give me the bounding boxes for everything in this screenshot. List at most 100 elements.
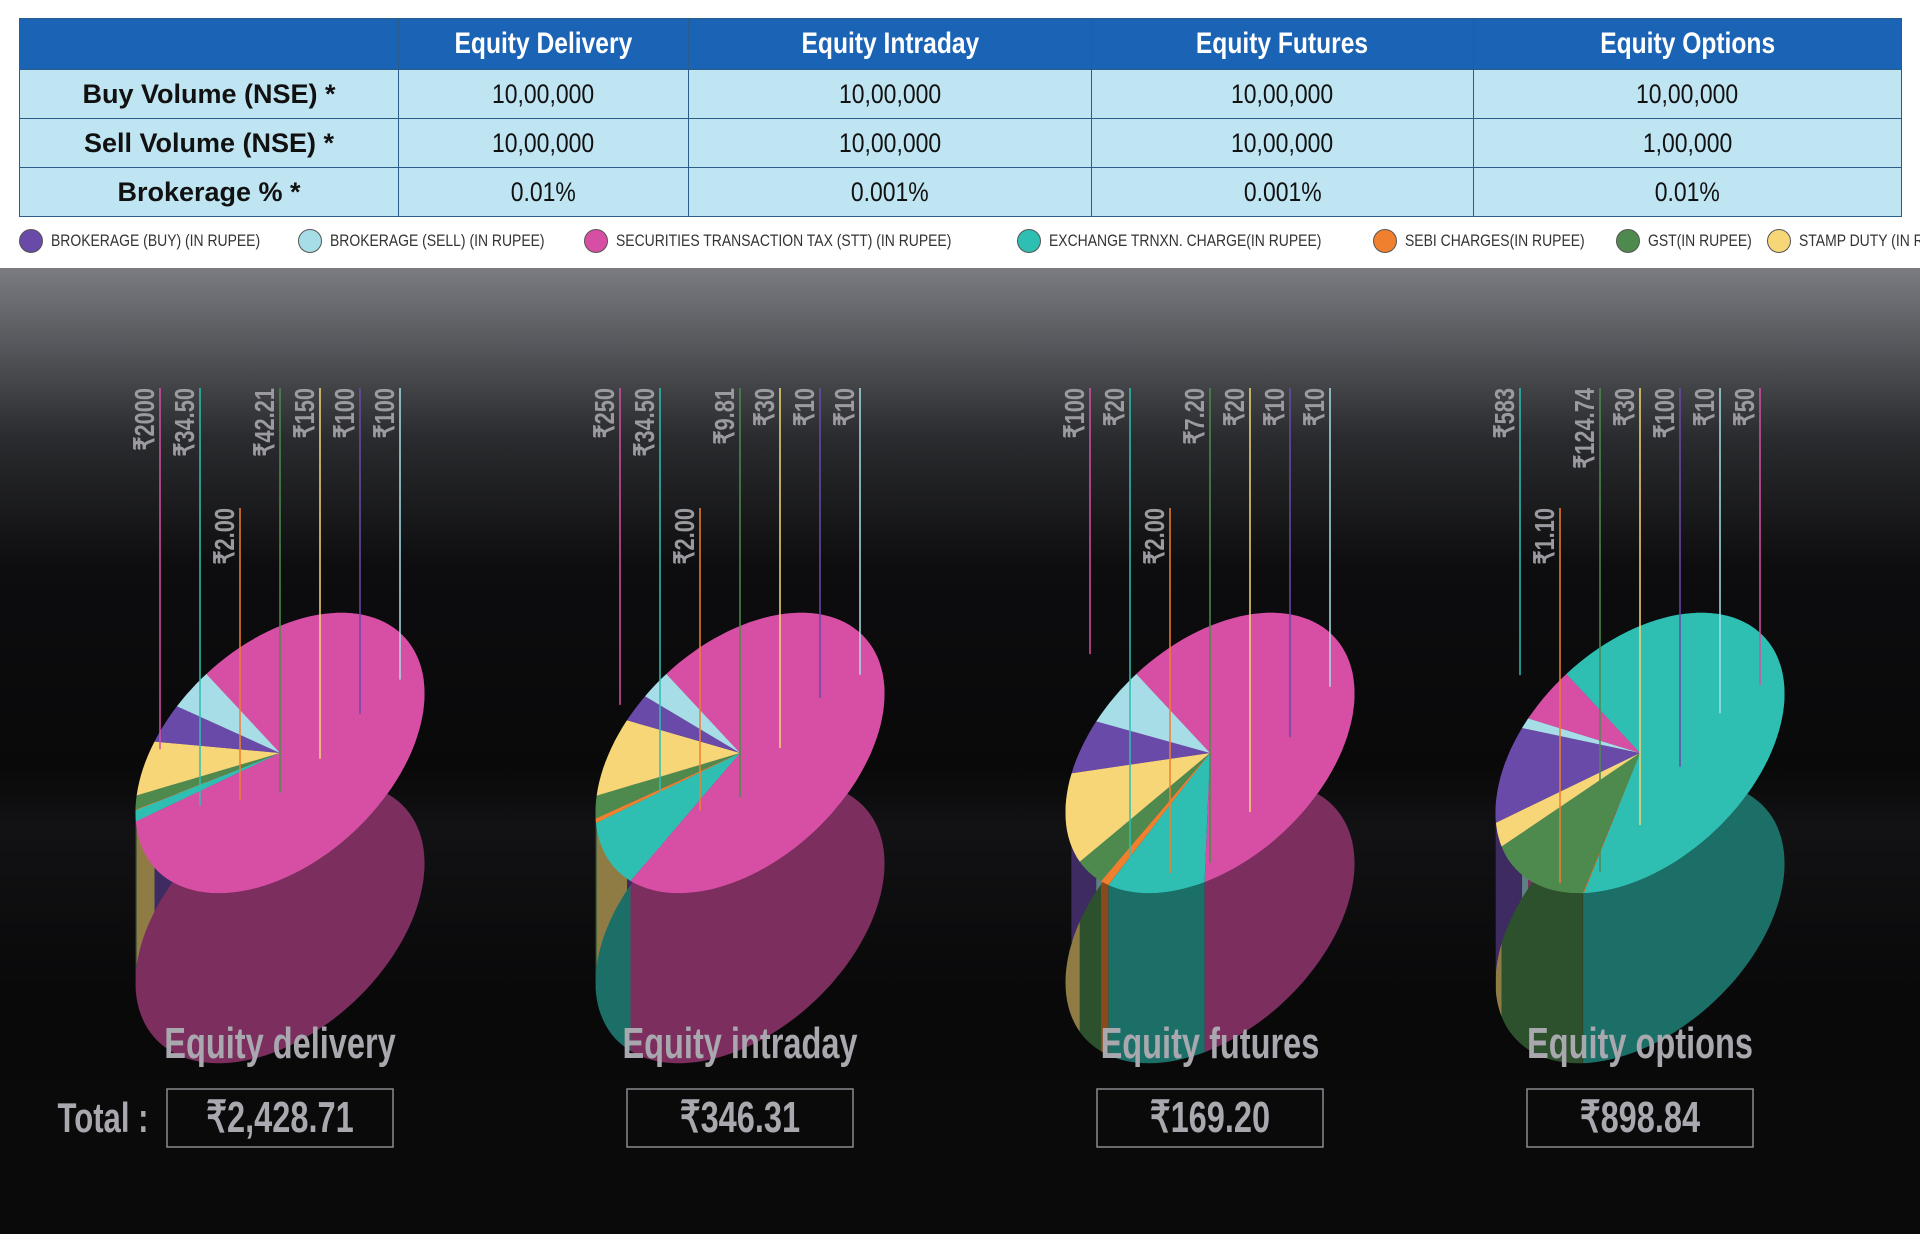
pie-top <box>1065 612 1355 894</box>
legend-swatch-icon <box>583 229 608 253</box>
pie-labels: ₹583 ₹1.10 ₹124.74 ₹30 ₹100 ₹10 ₹50 <box>1489 388 1761 884</box>
pie-slice <box>1566 612 1785 894</box>
legend-item: EXCHANGE TRNXN. CHARGE(IN RUPEE) <box>1016 229 1359 253</box>
slice-value-label: ₹583 <box>1489 388 1520 438</box>
table-cell: 0.001% <box>1091 167 1474 217</box>
pie-slice <box>136 741 280 796</box>
slice-value-label: ₹42.21 <box>249 388 280 457</box>
total-box <box>166 1088 394 1148</box>
legend-item: BROKERAGE (BUY) (IN RUPEE) <box>19 229 284 253</box>
slice-value-label: ₹1.10 <box>1529 508 1560 564</box>
legend-swatch-icon <box>298 229 323 253</box>
pie-slice <box>627 696 740 753</box>
pie-slice <box>1071 721 1210 774</box>
table-cell: 10,00,000 <box>688 118 1092 168</box>
total-box <box>1096 1088 1324 1148</box>
pie-charts: ₹2000 ₹34.50 ₹2.00 ₹42.21 ₹150 ₹100 ₹100 Equity… <box>58 388 1785 1148</box>
legend-swatch-icon <box>19 229 43 253</box>
row-label: Brokerage % * <box>19 167 399 217</box>
pie-side-segment <box>1501 846 1583 1064</box>
legend-label: BROKERAGE (SELL) (IN RUPEE) <box>330 231 545 250</box>
legend-item: SECURITIES TRANSACTION TAX (STT) (IN RUP… <box>583 229 1003 253</box>
slice-value-label: ₹100 <box>329 388 360 438</box>
slice-value-label: ₹20 <box>1099 388 1130 426</box>
total-box <box>626 1088 854 1148</box>
pie-side-segment <box>135 795 137 980</box>
pie-labels: ₹250 ₹34.50 ₹2.00 ₹9.81 ₹30 ₹10 ₹10 <box>589 388 861 848</box>
table-row: Brokerage % * 0.01% 0.001% 0.001% 0.01% <box>19 167 1902 217</box>
pie-slice <box>645 674 740 753</box>
pie-side-segment <box>595 795 597 989</box>
column-header <box>19 18 399 70</box>
legend-label: EXCHANGE TRNXN. CHARGE(IN RUPEE) <box>1048 231 1322 250</box>
pie-title: Equity intraday <box>622 1019 858 1068</box>
slice-value-label: ₹20 <box>1219 388 1250 426</box>
pie-slice <box>177 674 280 753</box>
pie-top <box>1495 612 1785 894</box>
slice-value-label: ₹2.00 <box>669 508 700 564</box>
legend-label: SEBI CHARGES(IN RUPEE) <box>1404 231 1585 250</box>
slice-value-label: ₹50 <box>1729 388 1760 426</box>
total-value: ₹2,428.71 <box>206 1093 353 1142</box>
slice-value-label: ₹100 <box>1649 388 1680 438</box>
pie-slice <box>1501 753 1640 894</box>
slice-value-label: ₹2.00 <box>1139 508 1170 564</box>
table-cell: 10,00,000 <box>398 69 689 119</box>
legend-item: BROKERAGE (SELL) (IN RUPEE) <box>298 229 570 253</box>
slice-value-label: ₹100 <box>369 388 400 438</box>
chart-legend: BROKERAGE (BUY) (IN RUPEE) BROKERAGE (SEL… <box>19 226 1920 256</box>
column-header: Equity Delivery <box>398 18 689 70</box>
table-cell: 0.001% <box>688 167 1092 217</box>
pie-slice <box>135 753 280 822</box>
pie-chart-2: ₹250 ₹34.50 ₹2.00 ₹9.81 ₹30 ₹10 ₹10 Equity intr… <box>589 388 885 1148</box>
table-cell: 10,00,000 <box>688 69 1092 119</box>
pie-top <box>595 612 885 894</box>
table-cell: 0.01% <box>398 167 689 217</box>
table-cell: 10,00,000 <box>398 118 689 168</box>
pie-labels: ₹2000 ₹34.50 ₹2.00 ₹42.21 ₹150 ₹100 ₹100 <box>129 388 401 806</box>
legend-swatch-icon <box>1372 229 1397 253</box>
pie-slice <box>1495 753 1640 847</box>
table-cell: 10,00,000 <box>1091 69 1474 119</box>
legend-item: SEBI CHARGES(IN RUPEE) <box>1372 229 1602 253</box>
total-box <box>1526 1088 1754 1148</box>
slice-value-label: ₹124.74 <box>1569 388 1600 469</box>
pie-slice <box>1065 753 1210 862</box>
legend-item: GST(IN RUPEE) <box>1616 229 1753 253</box>
pie-labels: ₹100 ₹20 ₹2.00 ₹7.20 ₹20 ₹10 ₹10 <box>1059 388 1331 884</box>
pie-title: Equity delivery <box>164 1019 396 1068</box>
pie-chart-4: ₹583 ₹1.10 ₹124.74 ₹30 ₹100 ₹10 ₹50 Equity opti… <box>1489 388 1785 1148</box>
table-row: Buy Volume (NSE) * 10,00,000 10,00,000 1… <box>19 69 1902 119</box>
slice-value-label: ₹7.20 <box>1179 388 1210 444</box>
table-cell: 10,00,000 <box>1473 69 1902 119</box>
pie-slice <box>630 612 885 894</box>
legend-swatch-icon <box>1016 229 1041 253</box>
slice-value-label: ₹34.50 <box>629 388 660 457</box>
pie-slice <box>135 753 280 811</box>
pie-chart-1: ₹2000 ₹34.50 ₹2.00 ₹42.21 ₹150 ₹100 ₹100 Equity… <box>129 388 425 1148</box>
pie-slice <box>1136 612 1355 883</box>
pie-side-segment <box>1108 882 1205 1064</box>
column-header: Equity Options <box>1473 18 1902 70</box>
legend-label: SECURITIES TRANSACTION TAX (STT) (IN RUP… <box>615 231 952 250</box>
legend-item: STAMP DUTY (IN RUPEE) <box>1766 229 1920 253</box>
slice-value-label: ₹10 <box>1689 388 1720 426</box>
legend-label: GST(IN RUPEE) <box>1648 231 1752 250</box>
row-label: Sell Volume (NSE) * <box>19 118 399 168</box>
legend-swatch-icon <box>1766 229 1791 253</box>
legend-label: BROKERAGE (BUY) (IN RUPEE) <box>51 231 261 250</box>
pie-slice <box>1096 674 1210 753</box>
pie-slice <box>595 753 740 819</box>
total-label: Total : <box>58 1094 149 1141</box>
table-header-row: Equity Delivery Equity Intraday Equity F… <box>19 18 1902 70</box>
chart-area: ₹2000 ₹34.50 ₹2.00 ₹42.21 ₹150 ₹100 ₹100 Equity… <box>0 268 1920 1234</box>
pie-title: Equity options <box>1527 1019 1753 1068</box>
total-value: ₹898.84 <box>1580 1093 1701 1142</box>
pie-slice <box>135 753 280 810</box>
slice-value-label: ₹2.00 <box>209 508 240 564</box>
slice-value-label: ₹10 <box>1299 388 1330 426</box>
slice-value-label: ₹250 <box>589 388 620 438</box>
slice-value-label: ₹34.50 <box>169 388 200 457</box>
slice-value-label: ₹10 <box>1259 388 1290 426</box>
pie-title: Equity futures <box>1101 1019 1320 1068</box>
